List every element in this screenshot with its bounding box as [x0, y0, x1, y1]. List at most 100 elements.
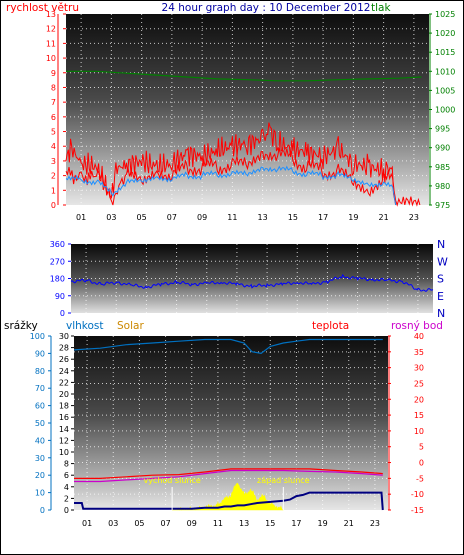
p1-right-tick-label: 1010 — [435, 67, 455, 76]
p1-x-tick-label: 05 — [137, 213, 147, 222]
p1-left-tick-label: 11 — [46, 39, 56, 48]
series-rosný-bod — [74, 469, 383, 483]
panel-1-series — [65, 70, 422, 207]
p3-temp-tick-label: 20 — [414, 395, 424, 404]
p3-temp-tick-label: 5 — [419, 443, 424, 452]
pressure-axis-label: tlak — [371, 2, 391, 14]
p3-x-tick-label: 13 — [239, 519, 249, 528]
p1-x-tick-label: 09 — [197, 213, 207, 222]
panel-2-series — [70, 273, 434, 292]
p3-humidity-tick-label: 20 — [59, 390, 69, 399]
p3-temp-tick-label: -15 — [411, 506, 424, 515]
panel-1-axes: 0123456789101112139759809859909951000100… — [46, 10, 456, 222]
p3-humidity-tick-label: 12 — [59, 436, 69, 445]
series-rychlost-větru — [65, 147, 421, 207]
p1-right-tick-label: 985 — [435, 163, 450, 172]
series-vlhkost — [73, 338, 383, 355]
p3-x-tick-label: 09 — [187, 519, 197, 528]
p1-x-tick-label: 15 — [288, 213, 298, 222]
p1-x-tick-label: 17 — [318, 213, 328, 222]
p1-x-tick-label: 01 — [76, 213, 86, 222]
p2-compass-label: N — [437, 238, 445, 251]
p1-right-tick-label: 1020 — [435, 29, 455, 38]
p2-compass-label: E — [437, 290, 444, 303]
p3-x-tick-label: 23 — [370, 519, 380, 528]
p3-temp-tick-label: 35 — [414, 348, 424, 357]
p3-x-tick-label: 21 — [344, 519, 354, 528]
rain-axis-label: srážky — [4, 320, 38, 332]
p3-temp-tick-label: 15 — [414, 411, 424, 420]
chart-title: 24 hour graph day : 10 December 2012 — [162, 2, 371, 14]
p3-x-tick-label: 05 — [134, 519, 144, 528]
p1-left-tick-label: 5 — [51, 128, 56, 137]
p1-right-tick-label: 1015 — [435, 48, 455, 57]
p3-temp-tick-label: 40 — [414, 332, 424, 341]
p1-right-tick-label: 980 — [435, 182, 450, 191]
panel-3-annotations: východ slunce západ slunce — [143, 476, 310, 510]
series-nárazy — [65, 122, 397, 206]
p3-humidity-tick-label: 26 — [59, 355, 69, 364]
p3-humidity-tick-label: 18 — [59, 402, 69, 411]
temperature-axis-label: teplota — [312, 320, 349, 332]
p1-left-tick-label: 3 — [51, 157, 56, 166]
p2-left-tick-label: 90 — [55, 292, 65, 301]
series-teplota — [74, 468, 383, 479]
p3-humidity-tick-label: 30 — [59, 332, 69, 341]
p2-left-tick-label: 0 — [60, 309, 65, 318]
p1-left-tick-label: 9 — [51, 69, 56, 78]
p1-right-tick-label: 990 — [435, 144, 450, 153]
p1-right-tick-label: 1005 — [435, 86, 455, 95]
p3-temp-tick-label: 0 — [419, 459, 424, 468]
panel-3-axes: 0102030405060708090100024681012141618202… — [30, 332, 424, 528]
p1-left-tick-label: 6 — [51, 113, 56, 122]
p2-left-tick-label: 270 — [50, 257, 65, 266]
p1-left-tick-label: 8 — [51, 83, 56, 92]
p3-rain-tick-label: 0 — [40, 506, 45, 515]
p2-compass-label: S — [437, 273, 444, 286]
p3-x-tick-label: 11 — [213, 519, 223, 528]
p3-humidity-tick-label: 10 — [59, 448, 69, 457]
p3-temp-tick-label: -10 — [411, 490, 424, 499]
p1-left-tick-label: 0 — [51, 201, 56, 210]
p3-humidity-tick-label: 8 — [64, 460, 69, 469]
p3-x-tick-label: 03 — [108, 519, 118, 528]
p3-temp-tick-label: -5 — [416, 474, 424, 483]
p1-right-tick-label: 1025 — [435, 10, 455, 19]
p3-humidity-tick-label: 28 — [59, 344, 69, 353]
p3-rain-tick-label: 60 — [35, 402, 45, 411]
p3-humidity-tick-label: 16 — [59, 413, 69, 422]
series-průměr — [65, 165, 397, 206]
annotation-sunset: západ slunce — [257, 476, 310, 485]
p3-x-tick-label: 15 — [265, 519, 275, 528]
p1-x-tick-label: 03 — [106, 213, 116, 222]
p1-x-tick-label: 21 — [379, 213, 389, 222]
p3-rain-tick-label: 10 — [35, 489, 45, 498]
p3-humidity-tick-label: 2 — [64, 494, 69, 503]
p3-humidity-tick-label: 6 — [64, 471, 69, 480]
p1-left-tick-label: 4 — [51, 142, 56, 151]
p1-x-tick-label: 07 — [167, 213, 177, 222]
p3-temp-tick-label: 30 — [414, 364, 424, 373]
panel-3-background — [74, 336, 388, 510]
p2-compass-label: W — [437, 255, 448, 268]
dew-point-label: rosný bod — [391, 320, 443, 332]
series-srážky — [74, 491, 384, 511]
p3-humidity-tick-label: 14 — [59, 425, 69, 434]
p1-left-tick-label: 10 — [46, 54, 56, 63]
panel-3-series — [73, 338, 384, 511]
p3-rain-tick-label: 100 — [30, 332, 45, 341]
p3-x-tick-label: 07 — [160, 519, 170, 528]
p3-rain-tick-label: 90 — [35, 349, 45, 358]
p1-left-tick-label: 2 — [51, 172, 56, 181]
p3-humidity-tick-label: 4 — [64, 483, 69, 492]
p3-humidity-tick-label: 0 — [64, 506, 69, 515]
p3-rain-tick-label: 40 — [35, 436, 45, 445]
p1-x-tick-label: 19 — [348, 213, 358, 222]
series-wind-direction — [70, 273, 434, 292]
p3-x-tick-label: 01 — [82, 519, 92, 528]
p3-x-tick-label: 17 — [291, 519, 301, 528]
p1-x-tick-label: 11 — [227, 213, 237, 222]
annotation-sunrise: východ slunce — [143, 476, 200, 485]
